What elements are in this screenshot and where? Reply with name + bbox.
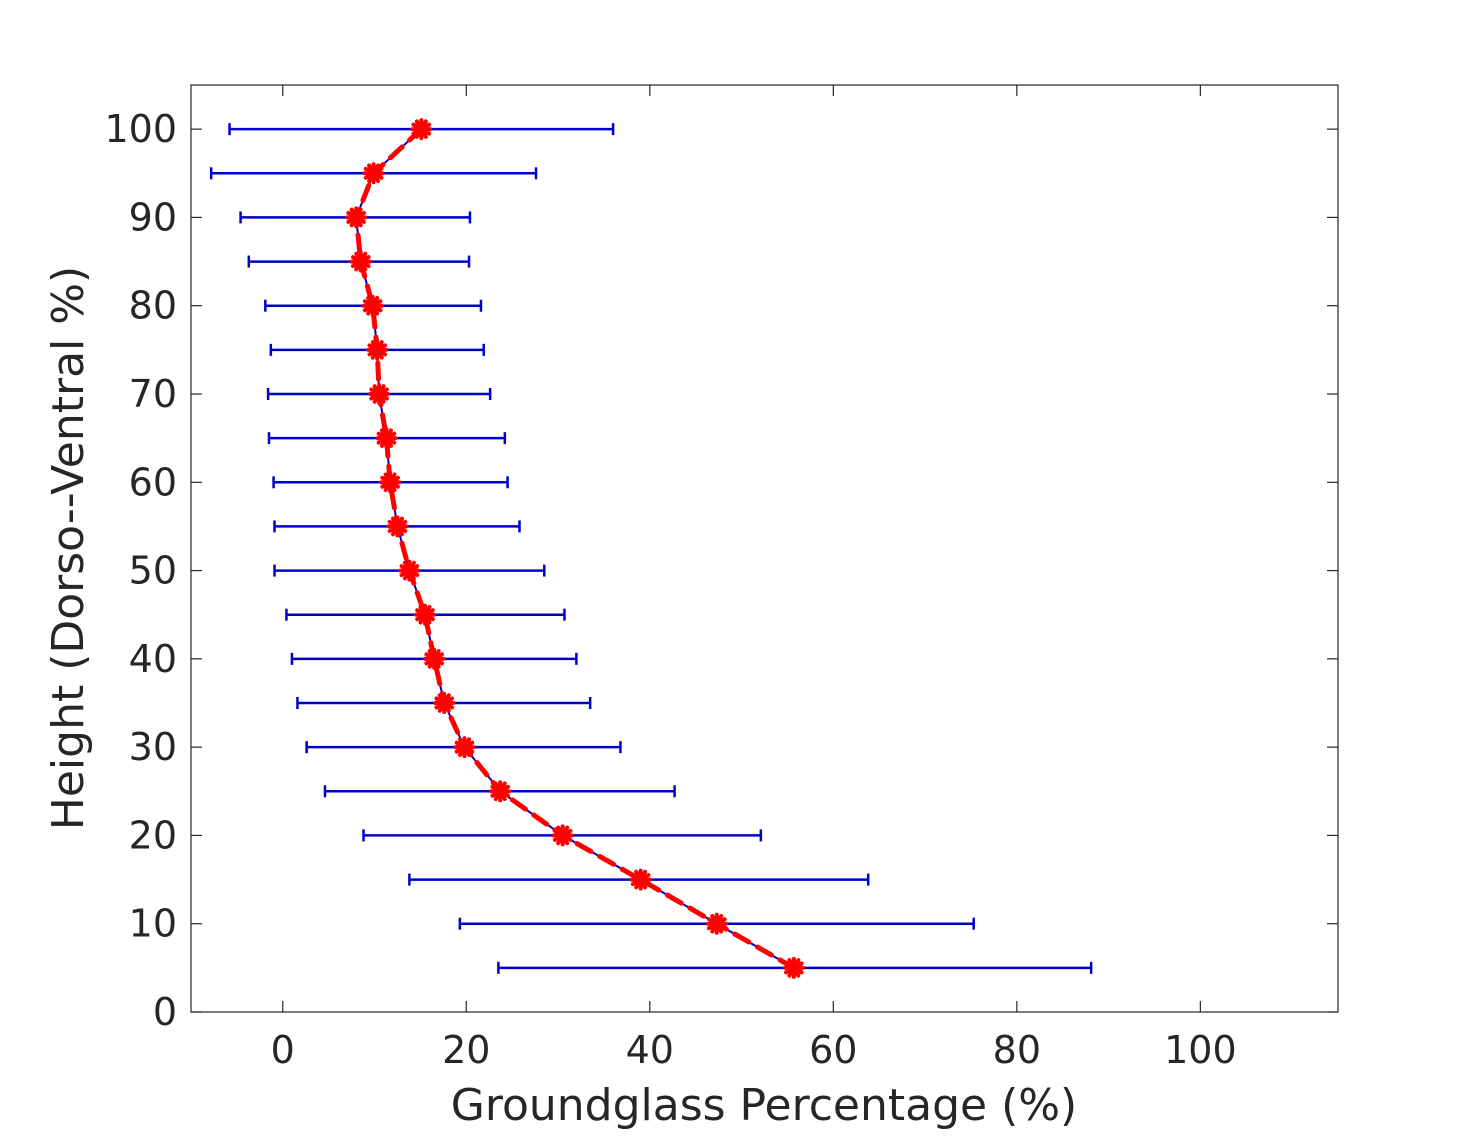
marker-center xyxy=(381,433,392,444)
marker-center xyxy=(351,212,362,223)
marker-center xyxy=(557,830,568,841)
data-point-marker xyxy=(345,206,368,229)
y-tick-label: 50 xyxy=(129,549,177,593)
marker-center xyxy=(392,521,403,532)
y-tick-label: 70 xyxy=(129,372,177,416)
marker-center xyxy=(368,168,379,179)
data-point-marker xyxy=(782,956,805,979)
y-tick-label: 0 xyxy=(153,990,177,1034)
data-point-marker xyxy=(551,824,574,847)
markers-layer xyxy=(345,118,805,979)
x-tick-label: 100 xyxy=(1164,1028,1237,1072)
x-axis-label: Groundglass Percentage (%) xyxy=(451,1080,1077,1131)
data-point-marker xyxy=(705,912,728,935)
marker-center xyxy=(495,786,506,797)
data-point-marker xyxy=(379,471,402,494)
data-point-marker xyxy=(629,868,652,891)
y-tick-label: 60 xyxy=(129,460,177,504)
marker-center xyxy=(459,742,470,753)
marker-center xyxy=(374,389,385,399)
y-tick-label: 80 xyxy=(129,284,177,328)
x-tick-label: 20 xyxy=(442,1028,490,1072)
marker-center xyxy=(404,565,415,576)
ticklabels-layer: 0 20 40 60 80 100 0 10 20 30 40 50 60 70 80 90 100 xyxy=(104,107,1236,1072)
data-point-marker xyxy=(489,780,512,803)
y-tick-label: 90 xyxy=(129,195,177,239)
marker-center xyxy=(788,962,799,973)
y-tick-label: 30 xyxy=(129,725,177,769)
y-axis-label: Height (Dorso--Ventral %) xyxy=(43,266,94,830)
data-point-marker xyxy=(433,692,456,714)
marker-center xyxy=(416,124,427,135)
marker-center xyxy=(385,477,396,488)
marker-center xyxy=(429,653,440,664)
x-tick-label: 80 xyxy=(993,1028,1041,1072)
x-tick-label: 60 xyxy=(809,1028,857,1072)
data-point-marker xyxy=(398,559,421,582)
marker-center xyxy=(635,874,646,885)
data-point-marker xyxy=(349,250,372,273)
x-tick-label: 40 xyxy=(626,1028,674,1072)
marker-center xyxy=(439,698,450,708)
y-tick-label: 100 xyxy=(104,107,177,151)
data-point-marker xyxy=(361,294,384,317)
marker-center xyxy=(711,918,722,929)
marker-center xyxy=(372,344,383,355)
data-point-marker xyxy=(413,603,436,626)
y-tick-label: 40 xyxy=(129,637,177,681)
plot-frame xyxy=(190,84,1339,1013)
data-point-marker xyxy=(375,427,398,450)
marker-center xyxy=(419,609,430,620)
y-tick-label: 10 xyxy=(129,902,177,946)
data-point-marker xyxy=(362,162,385,185)
data-point-marker xyxy=(423,647,446,670)
data-point-marker xyxy=(386,515,409,538)
data-point-marker xyxy=(368,383,391,405)
data-point-marker xyxy=(453,736,476,759)
plot-background xyxy=(191,85,1338,1012)
marker-center xyxy=(367,300,378,311)
data-point-marker xyxy=(410,118,433,141)
data-point-marker xyxy=(366,338,389,361)
y-tick-label: 20 xyxy=(129,813,177,857)
x-tick-label: 0 xyxy=(271,1028,295,1072)
marker-center xyxy=(355,256,366,267)
